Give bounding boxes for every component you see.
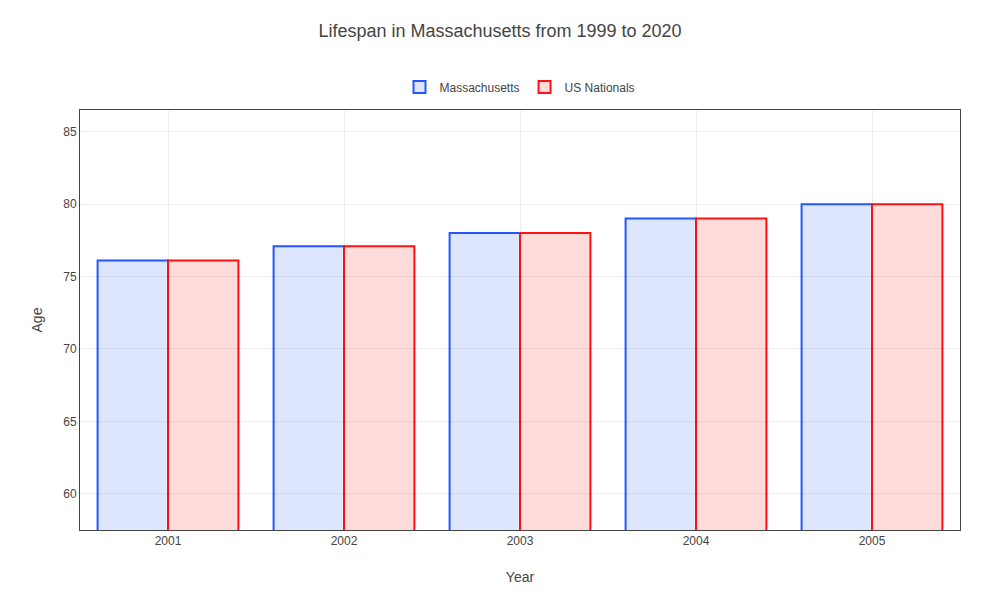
svg-text:60: 60	[63, 487, 77, 501]
svg-text:2002: 2002	[331, 534, 358, 548]
svg-text:Massachusetts: Massachusetts	[440, 81, 520, 95]
svg-text:2004: 2004	[683, 534, 710, 548]
svg-text:85: 85	[63, 125, 77, 139]
svg-text:Year: Year	[506, 569, 535, 585]
svg-text:Lifespan in Massachusetts from: Lifespan in Massachusetts from 1999 to 2…	[318, 21, 681, 41]
svg-text:80: 80	[63, 197, 77, 211]
svg-text:70: 70	[63, 342, 77, 356]
svg-text:2005: 2005	[859, 534, 886, 548]
svg-text:2001: 2001	[155, 534, 182, 548]
svg-text:US Nationals: US Nationals	[565, 81, 635, 95]
svg-text:75: 75	[63, 270, 77, 284]
svg-text:2003: 2003	[507, 534, 534, 548]
svg-text:Age: Age	[29, 307, 45, 332]
svg-text:65: 65	[63, 415, 77, 429]
